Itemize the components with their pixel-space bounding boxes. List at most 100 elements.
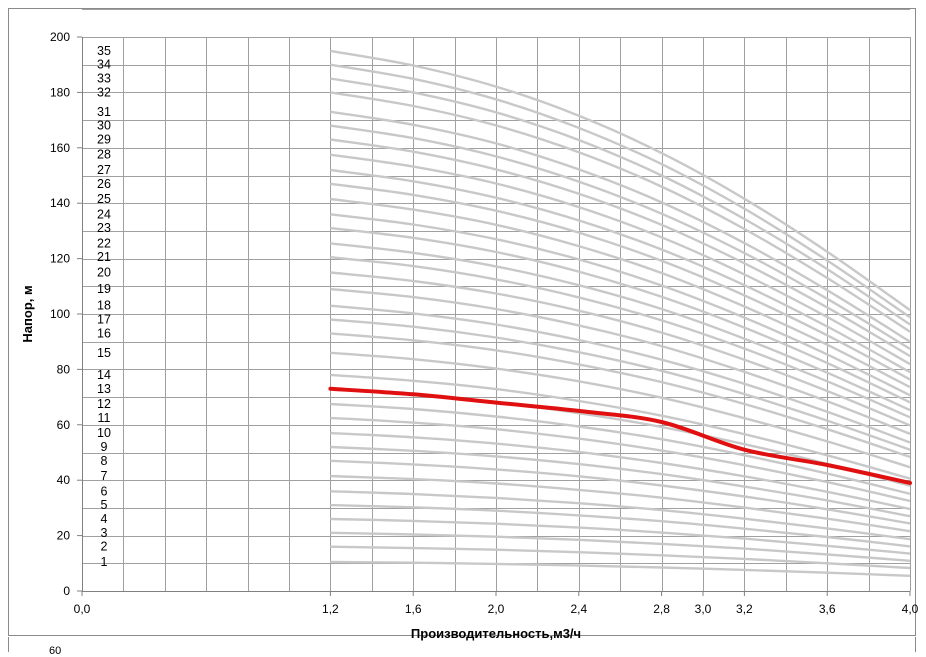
- curve-label-6: 6: [101, 484, 108, 498]
- curve-1: [330, 560, 911, 577]
- curve-label-35: 35: [97, 44, 111, 58]
- curve-7: [330, 474, 911, 533]
- curve-14: [330, 373, 911, 480]
- curve-17: [330, 318, 911, 451]
- curve-28: [330, 153, 911, 366]
- curve-label-8: 8: [101, 454, 108, 468]
- next-chart-strip: 60: [8, 637, 916, 657]
- highlight-curve: [328, 386, 912, 485]
- curve-25: [330, 197, 911, 389]
- curve-11: [330, 416, 911, 503]
- curve-label-25: 25: [97, 192, 111, 206]
- curve-26: [330, 182, 911, 381]
- curve-label-13: 13: [97, 382, 111, 396]
- x-tick-label: 2,8: [653, 602, 670, 616]
- curve-label-32: 32: [97, 85, 111, 99]
- curve-label-31: 31: [97, 105, 111, 119]
- curve-label-30: 30: [97, 119, 111, 133]
- curve-31: [330, 110, 911, 343]
- y-tick-label: 60: [57, 418, 71, 432]
- curve-label-20: 20: [97, 265, 111, 279]
- curve-19: [330, 287, 911, 436]
- x-tick-label: 3,2: [736, 602, 753, 616]
- curve-16: [330, 332, 911, 459]
- footer-text: 60: [49, 645, 62, 657]
- curve-label-16: 16: [97, 326, 111, 340]
- curve-23: [330, 226, 911, 404]
- curve-18: [330, 304, 911, 444]
- curve-label-33: 33: [97, 72, 111, 86]
- y-tick-label: 80: [57, 362, 71, 376]
- curve-33: [330, 77, 911, 326]
- curve-label-7: 7: [101, 469, 108, 483]
- curve-label-2: 2: [101, 540, 108, 554]
- curves: [330, 49, 911, 577]
- y-tick-label: 100: [50, 307, 70, 321]
- curve-10: [330, 431, 911, 511]
- y-tick-label: 180: [50, 85, 70, 99]
- y-axis-title: Напор, м: [20, 285, 35, 342]
- curve-20: [330, 271, 911, 427]
- x-tick-label: 1,2: [322, 602, 339, 616]
- curve-label-23: 23: [97, 221, 111, 235]
- x-axis-title: Производительность,м3/ч: [411, 626, 581, 641]
- curve-label-18: 18: [97, 299, 111, 313]
- y-tick-label: 120: [50, 252, 70, 266]
- curve-27: [330, 168, 911, 374]
- curve-6: [330, 490, 911, 541]
- curve-15: [330, 351, 911, 469]
- curve-24: [330, 213, 911, 397]
- curve-label-28: 28: [97, 148, 111, 162]
- curve-label-10: 10: [97, 426, 111, 440]
- chart-frame: [8, 8, 916, 636]
- curve-30: [330, 124, 911, 350]
- curve-label-17: 17: [97, 313, 111, 327]
- curve-34: [330, 63, 911, 319]
- y-tick-label: 20: [57, 529, 71, 543]
- x-tick-label: 2,4: [570, 602, 587, 616]
- curve-label-11: 11: [98, 411, 111, 425]
- curve-21: [330, 256, 911, 419]
- curve-3: [330, 531, 911, 562]
- curve-label-3: 3: [101, 526, 108, 540]
- x-tick-label: 4,0: [902, 602, 919, 616]
- curve-8: [330, 459, 911, 525]
- curve-label-4: 4: [101, 512, 108, 526]
- highlight-curve-group: [328, 386, 912, 485]
- curve-4: [330, 517, 911, 555]
- curve-label-21: 21: [97, 250, 111, 264]
- curve-labels: 1234567891011121314151617181920212223242…: [97, 44, 111, 569]
- x-tick-label: 3,6: [819, 602, 836, 616]
- y-tick-label: 0: [63, 584, 70, 598]
- curve-label-14: 14: [97, 368, 111, 382]
- curve-9: [330, 445, 911, 518]
- curve-5: [330, 503, 911, 548]
- x-tick-label: 2,0: [488, 602, 505, 616]
- x-tick-label: 0,0: [74, 602, 91, 616]
- curve-29: [330, 138, 911, 358]
- curve-label-9: 9: [101, 440, 108, 454]
- curve-label-27: 27: [97, 163, 111, 177]
- curve-22: [330, 242, 911, 412]
- curve-label-29: 29: [97, 132, 111, 146]
- x-tick-label: 1,6: [405, 602, 422, 616]
- curve-label-26: 26: [97, 177, 111, 191]
- curve-label-22: 22: [97, 236, 111, 250]
- curve-label-12: 12: [97, 397, 111, 411]
- y-tick-label: 200: [50, 30, 70, 44]
- y-tick-label: 160: [50, 141, 70, 155]
- curve-label-15: 15: [97, 346, 111, 360]
- curve-label-5: 5: [101, 498, 108, 512]
- curve-35: [330, 49, 911, 312]
- curve-label-24: 24: [97, 207, 111, 221]
- curve-label-1: 1: [101, 555, 108, 569]
- curve-2: [330, 545, 911, 570]
- axes: 0,0 1,2 1,6 2,0 2,4 2,8 3,0 3,2 3,6 4,0 0 20 40 60 80 1…: [50, 30, 919, 616]
- y-tick-label: 40: [57, 473, 71, 487]
- curve-32: [330, 91, 911, 333]
- curve-label-19: 19: [97, 282, 111, 296]
- y-tick-label: 140: [50, 196, 70, 210]
- curve-label-34: 34: [97, 58, 111, 72]
- curve-12: [330, 402, 911, 495]
